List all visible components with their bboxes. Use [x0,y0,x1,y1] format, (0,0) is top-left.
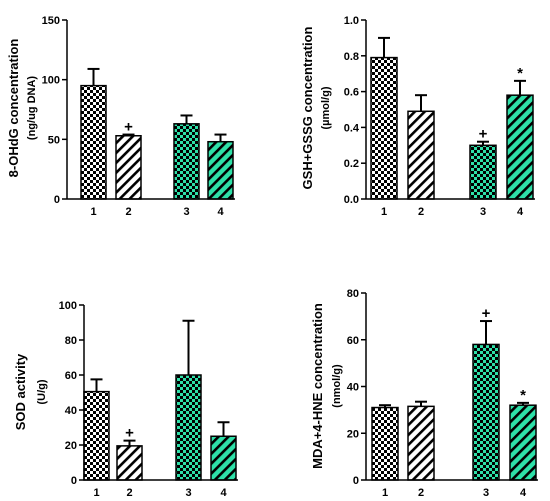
y-axis-label: 8-OHdG concentration [6,39,21,178]
bar [509,404,537,481]
x-tick-label: 2 [418,487,424,499]
y-tick-label: 20 [347,428,359,440]
y-tick-label: 100 [59,300,77,312]
y-axis-unit: (nmol/g) [331,364,343,408]
x-tick-label: 4 [520,487,527,499]
y-tick-label: 0.8 [344,51,359,63]
x-tick-label: 3 [185,487,191,499]
y-tick-label: 20 [65,440,77,452]
y-tick-label: 60 [65,370,77,382]
y-tick-label: 80 [347,288,359,300]
x-tick-label: 1 [90,206,96,218]
x-tick-label: 1 [381,206,387,218]
chart-gsh-gssg: GSH+GSSG concentration (µmol/g) 1 2 3 +4 * 0.0 0… [300,15,535,218]
y-tick-label: 50 [48,134,60,146]
bar [370,56,398,200]
bar [407,405,435,481]
x-tick-label: 3 [480,206,486,218]
y-tick-label: 0 [54,194,60,206]
y-axis-unit: (ng/ug DNA) [26,76,38,140]
significance-marker: * [517,65,523,82]
y-tick-label: 0 [353,475,359,487]
y-axis-unit: (U/g) [36,379,48,404]
significance-marker: + [125,425,134,442]
y-tick-label: 40 [347,382,359,394]
significance-marker: * [520,387,526,404]
x-tick-label: 2 [126,487,132,499]
x-tick-label: 4 [217,206,224,218]
bar [83,390,110,481]
x-tick-label: 1 [93,487,99,499]
y-tick-label: 150 [42,15,60,27]
x-tick-label: 2 [125,206,131,218]
y-axis-label: MDA+4-HNE concentration [310,303,325,469]
bar [371,406,399,481]
bar [115,135,142,200]
x-tick-label: 3 [483,487,489,499]
chart-8ohdg: 8-OHdG concentration (ng/ug DNA) 1 2 +3 4 0 50 1… [6,15,235,218]
bar [506,94,534,200]
y-axis-unit: (µmol/g) [320,86,332,129]
significance-marker: + [479,126,488,143]
y-tick-label: 40 [65,405,77,417]
significance-marker: + [124,119,133,136]
bar [173,123,200,200]
bar [175,374,202,481]
chart-mda-4hne: MDA+4-HNE concentration (nmol/g) 1 2 3 +4 * 0 20… [310,288,538,499]
y-tick-label: 100 [42,75,60,87]
x-tick-label: 3 [183,206,189,218]
y-tick-label: 0 [71,475,77,487]
y-tick-label: 0.2 [344,158,359,170]
y-tick-label: 0.0 [344,194,359,206]
x-tick-label: 4 [220,487,227,499]
bar [207,140,234,200]
y-tick-label: 0.6 [344,87,359,99]
bar [472,343,500,481]
bar [210,435,237,481]
x-tick-label: 2 [418,206,424,218]
y-tick-label: 60 [347,335,359,347]
bar [469,144,497,200]
bar [407,110,435,200]
y-tick-label: 0.4 [344,122,360,134]
bar [80,84,107,200]
bar [116,445,143,481]
y-axis-label: SOD activity [13,353,28,430]
x-tick-label: 1 [382,487,388,499]
significance-marker: + [482,305,491,322]
y-tick-label: 1.0 [344,15,359,27]
x-tick-label: 4 [517,206,524,218]
y-axis-label: GSH+GSSG concentration [300,27,315,190]
y-tick-label: 80 [65,335,77,347]
